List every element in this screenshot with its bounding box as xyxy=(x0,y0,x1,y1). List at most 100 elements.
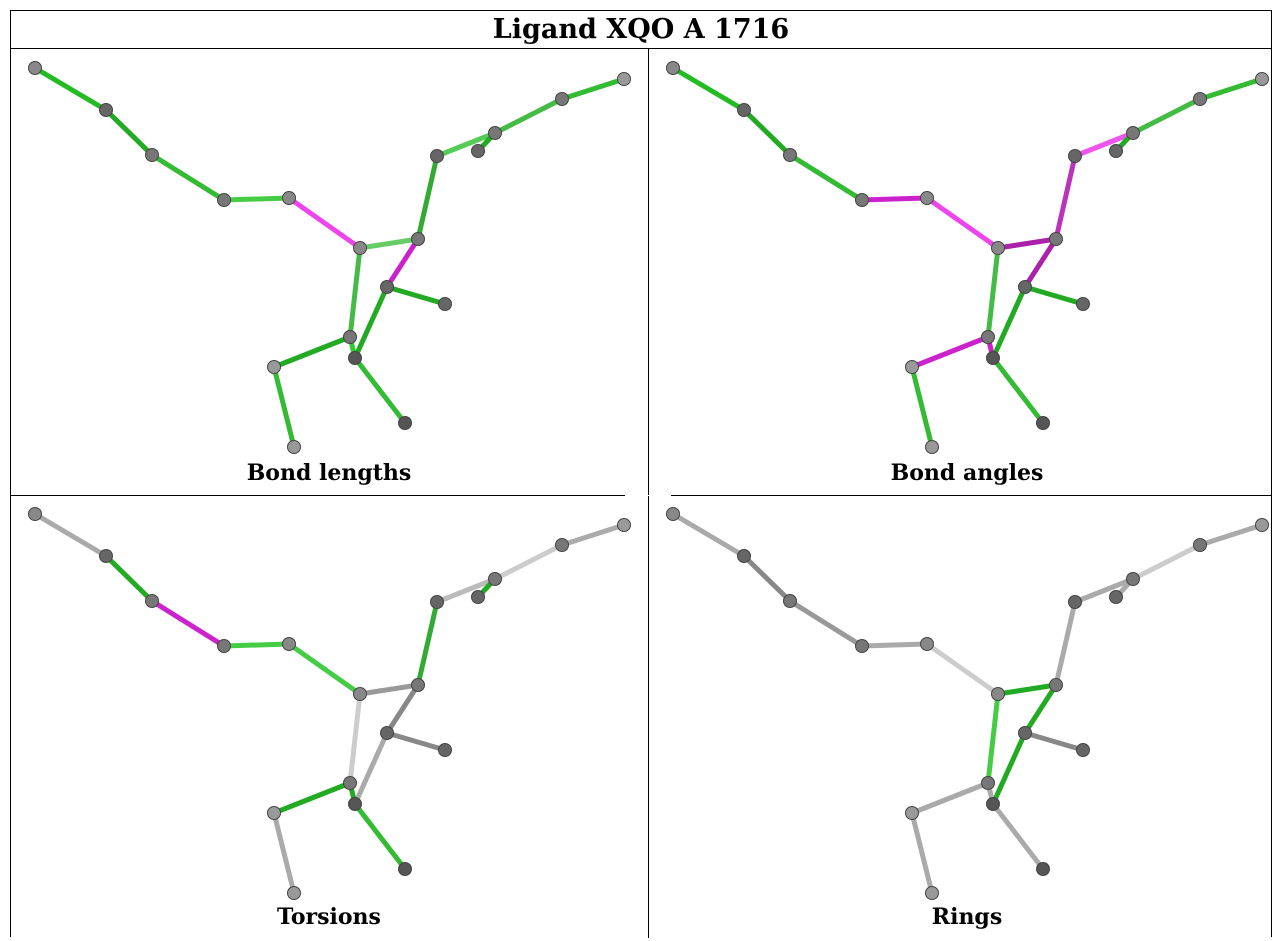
bond-8 xyxy=(1072,130,1136,159)
bond-0 xyxy=(670,511,747,559)
atom-7 xyxy=(430,595,444,609)
atom-5 xyxy=(991,687,1005,701)
atom-17 xyxy=(905,360,919,374)
bond-6 xyxy=(347,245,363,340)
bond-11 xyxy=(384,730,448,753)
atom-16 xyxy=(398,416,412,430)
atom-14 xyxy=(981,776,995,790)
atom-4 xyxy=(920,191,934,205)
bond-18 xyxy=(1197,76,1265,102)
bond-15 xyxy=(352,355,408,426)
atom-12 xyxy=(1018,280,1032,294)
caption-rings: Rings xyxy=(931,904,1003,930)
atom-15 xyxy=(986,797,1000,811)
bond-1 xyxy=(741,107,793,158)
bond-16 xyxy=(909,364,935,450)
panel-rings: Rings xyxy=(649,496,1275,941)
bond-15 xyxy=(352,801,408,872)
bond-0 xyxy=(670,65,747,113)
bond-12 xyxy=(352,730,390,807)
bond-16 xyxy=(271,364,297,450)
bond-9 xyxy=(1130,542,1203,582)
panel-bond-lengths: Bond lengths xyxy=(11,50,647,495)
bond-7 xyxy=(1053,153,1078,242)
atom-6 xyxy=(411,678,425,692)
bond-3 xyxy=(859,641,930,649)
bond-0 xyxy=(32,65,109,113)
atom-16 xyxy=(398,862,412,876)
atom-13 xyxy=(1076,297,1090,311)
bond-14 xyxy=(271,780,353,816)
bond-8 xyxy=(434,130,498,159)
atom-14 xyxy=(981,330,995,344)
molecule-rings xyxy=(666,507,1269,900)
bond-14 xyxy=(909,780,991,816)
bond-8 xyxy=(1072,576,1136,605)
bond-5 xyxy=(357,236,421,251)
molecule-bond-lengths xyxy=(28,61,631,454)
bond-12 xyxy=(990,730,1028,807)
atom-7 xyxy=(430,149,444,163)
bond-11 xyxy=(1022,284,1086,307)
molecule-bond-angles xyxy=(666,61,1269,454)
atom-3 xyxy=(217,639,231,653)
bond-7 xyxy=(415,153,440,242)
atom-0 xyxy=(666,507,680,521)
atom-2 xyxy=(783,148,797,162)
bond-4 xyxy=(286,195,363,251)
atom-1 xyxy=(99,549,113,563)
bond-4 xyxy=(924,195,1001,251)
bond-5 xyxy=(995,236,1059,251)
panel-torsions: Torsions xyxy=(11,496,647,941)
atom-9 xyxy=(1193,92,1207,106)
atom-11 xyxy=(1109,590,1123,604)
atom-2 xyxy=(145,148,159,162)
atom-3 xyxy=(217,193,231,207)
atom-4 xyxy=(920,637,934,651)
atom-8 xyxy=(1126,126,1140,140)
atom-4 xyxy=(282,637,296,651)
atom-5 xyxy=(353,241,367,255)
atom-18 xyxy=(287,886,301,900)
atom-15 xyxy=(986,351,1000,365)
atom-2 xyxy=(145,594,159,608)
bond-15 xyxy=(990,355,1046,426)
atom-3 xyxy=(855,193,869,207)
bond-10 xyxy=(1022,682,1059,736)
atom-10 xyxy=(617,72,631,86)
bond-15 xyxy=(990,801,1046,872)
atom-1 xyxy=(99,103,113,117)
bond-12 xyxy=(352,284,390,361)
atom-11 xyxy=(471,144,485,158)
atom-3 xyxy=(855,639,869,653)
divider-gap xyxy=(625,495,671,496)
bond-12 xyxy=(990,284,1028,361)
atom-15 xyxy=(348,351,362,365)
bond-6 xyxy=(985,691,1001,786)
atom-10 xyxy=(1255,518,1269,532)
bond-5 xyxy=(357,682,421,697)
atom-10 xyxy=(1255,72,1269,86)
bond-3 xyxy=(221,641,292,649)
atom-5 xyxy=(991,241,1005,255)
atom-5 xyxy=(353,687,367,701)
bond-8 xyxy=(434,576,498,605)
molecule-torsions xyxy=(28,507,631,900)
caption-bond-lengths: Bond lengths xyxy=(246,460,412,486)
atom-0 xyxy=(666,61,680,75)
figure-title: Ligand XQO A 1716 xyxy=(11,11,1271,49)
atom-18 xyxy=(925,440,939,454)
atom-9 xyxy=(1193,538,1207,552)
bond-6 xyxy=(347,691,363,786)
bond-2 xyxy=(787,598,865,649)
bond-0 xyxy=(32,511,109,559)
atom-17 xyxy=(267,360,281,374)
bond-9 xyxy=(1130,96,1203,136)
atom-4 xyxy=(282,191,296,205)
atom-14 xyxy=(343,776,357,790)
bond-18 xyxy=(1197,522,1265,548)
atom-13 xyxy=(1076,743,1090,757)
bond-16 xyxy=(909,810,935,896)
bond-7 xyxy=(1053,599,1078,688)
bond-3 xyxy=(859,195,930,203)
